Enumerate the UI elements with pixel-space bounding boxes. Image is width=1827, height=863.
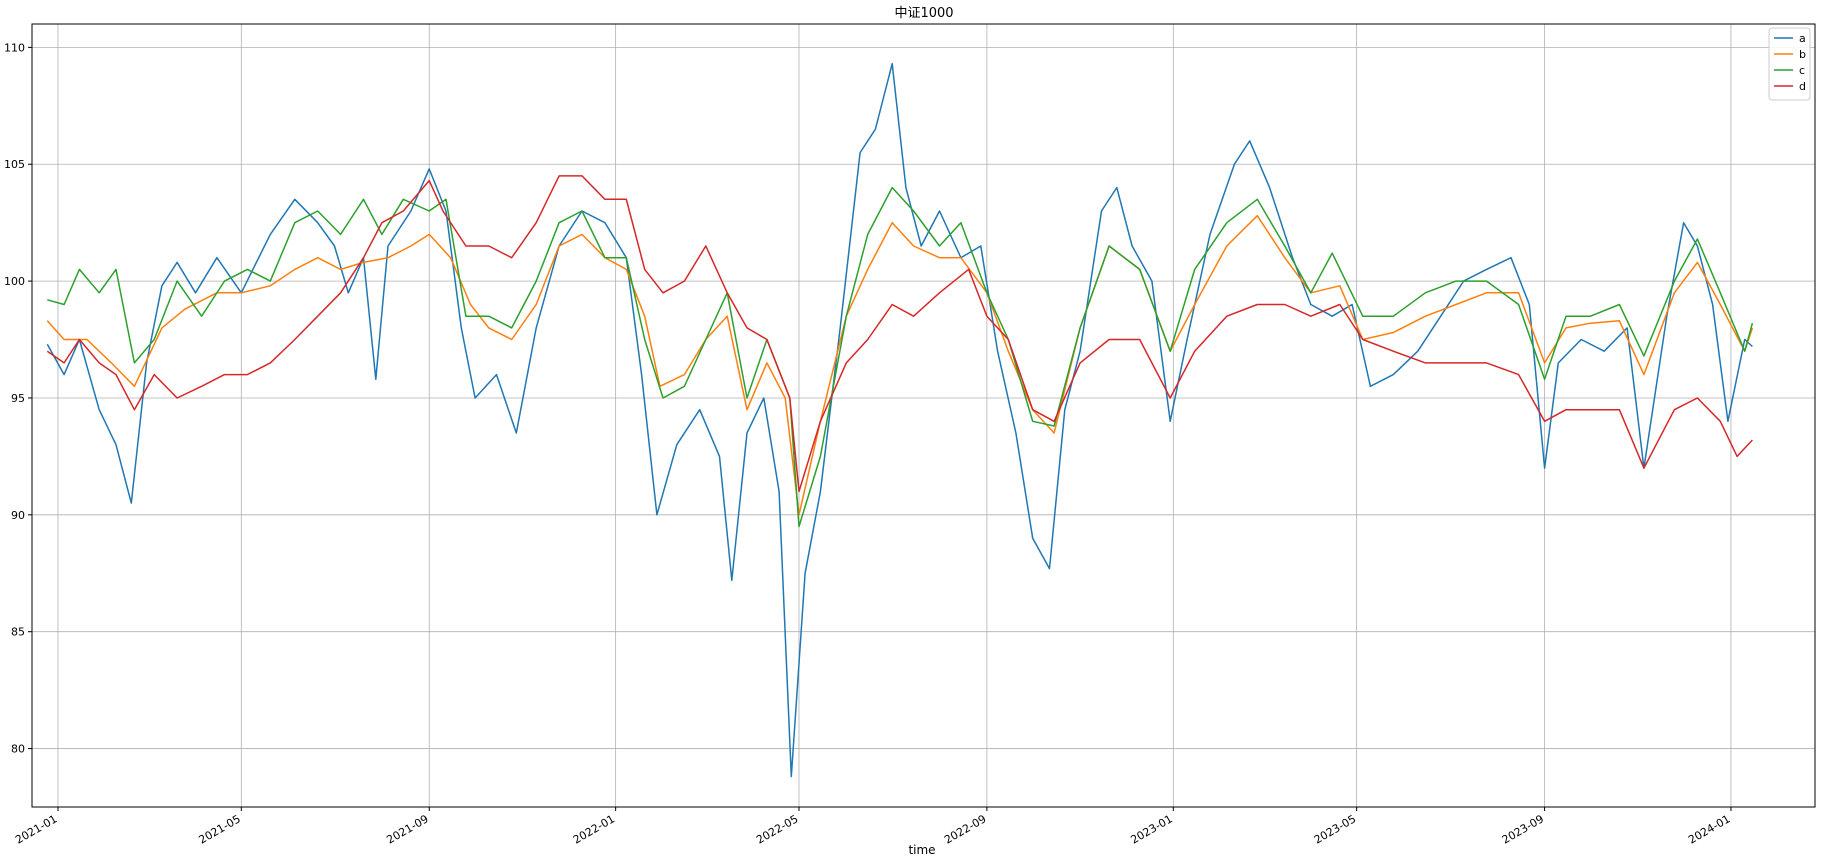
y-tick-label: 80 — [11, 743, 25, 756]
legend-label-b: b — [1799, 48, 1806, 61]
legend-label-a: a — [1799, 32, 1806, 45]
series-line-c — [47, 186, 1754, 528]
grid — [32, 24, 1815, 807]
y-tick-label: 100 — [4, 275, 25, 288]
series-line-b — [46, 214, 1754, 516]
legend-box — [1768, 27, 1811, 101]
y-tick-label: 85 — [11, 626, 25, 639]
series-lines — [46, 62, 1754, 778]
legend-label-c: c — [1799, 64, 1805, 77]
y-tick-label: 110 — [4, 41, 25, 54]
plot-area — [31, 23, 1816, 808]
chart-title: 中证1000 — [894, 6, 953, 21]
x-axis-title: time — [908, 843, 935, 857]
y-tick-label: 105 — [4, 158, 25, 171]
series-line-d — [46, 175, 1753, 493]
y-tick-label: 90 — [11, 509, 25, 522]
y-axis: 80 85 90 95 100 105 110 — [4, 41, 32, 756]
legend-label-d: d — [1799, 80, 1806, 93]
y-tick-label: 95 — [11, 392, 25, 405]
